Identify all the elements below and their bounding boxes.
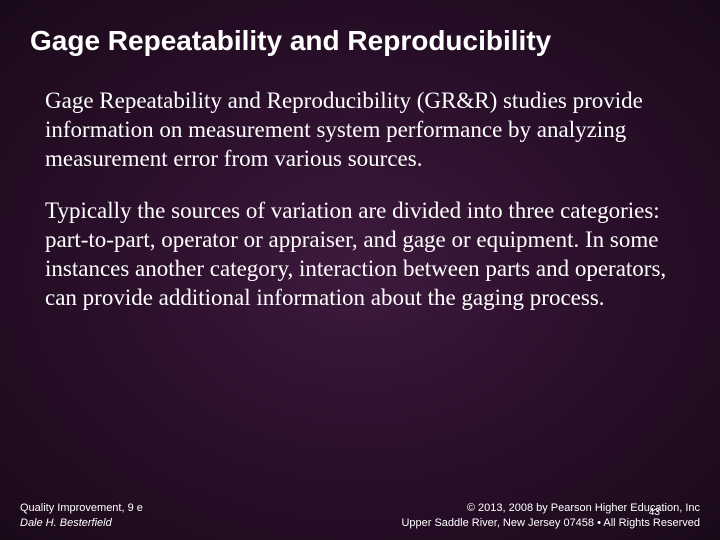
page-number: 43 — [649, 507, 660, 518]
slide-container: Gage Repeatability and Reproducibility G… — [0, 0, 720, 540]
footer-left: Quality Improvement, 9 e Dale H. Besterf… — [20, 501, 143, 530]
slide-content: Gage Repeatability and Reproducibility (… — [30, 87, 690, 312]
paragraph-2: Typically the sources of variation are d… — [45, 197, 680, 312]
slide-footer: Quality Improvement, 9 e Dale H. Besterf… — [20, 501, 700, 530]
author-name: Dale H. Besterfield — [20, 516, 143, 530]
paragraph-1: Gage Repeatability and Reproducibility (… — [45, 87, 680, 173]
book-title: Quality Improvement, 9 e — [20, 501, 143, 515]
slide-title: Gage Repeatability and Reproducibility — [30, 25, 690, 57]
